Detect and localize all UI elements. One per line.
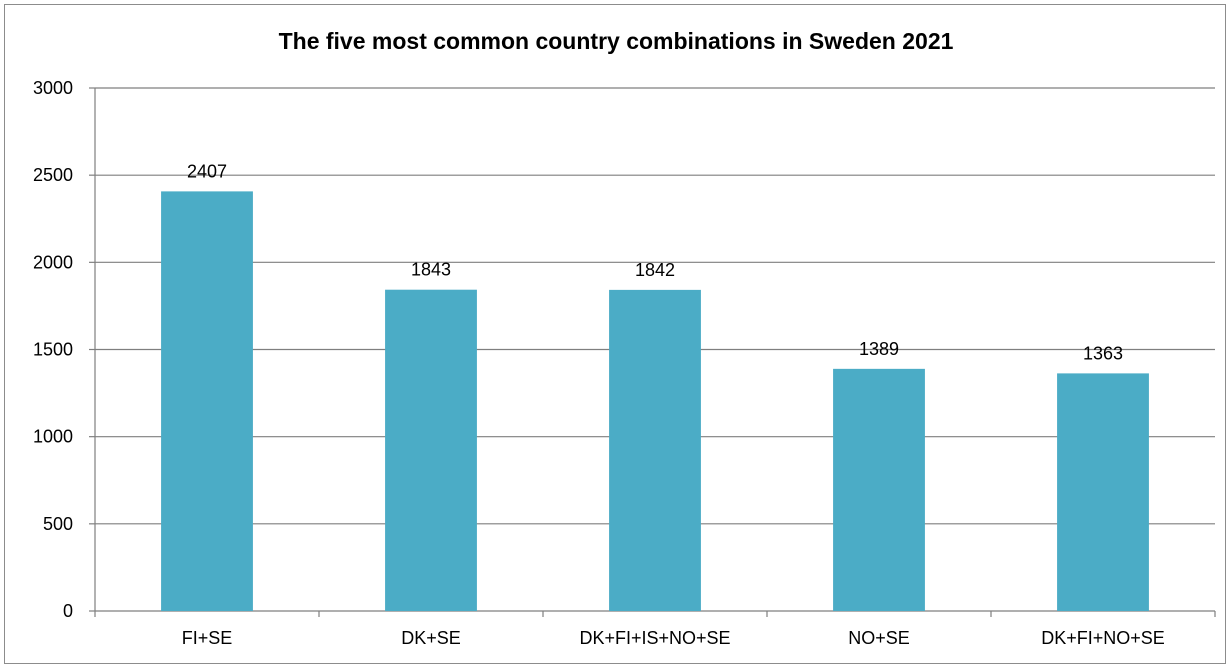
y-tick-label: 3000	[33, 78, 73, 98]
x-tick-label: FI+SE	[182, 628, 233, 648]
x-tick-label: DK+SE	[401, 628, 461, 648]
y-tick-label: 0	[63, 601, 73, 621]
y-tick-label: 500	[43, 514, 73, 534]
bar-value-label: 1389	[859, 339, 899, 359]
bar	[1057, 373, 1149, 611]
y-axis-ticks: 0 500 1000 1500 2000 2500 3000	[33, 78, 73, 621]
bar-value-label: 1843	[411, 260, 451, 280]
bar-value-label: 1842	[635, 260, 675, 280]
chart-frame: The five most common country combination…	[4, 4, 1226, 664]
x-tick-label: NO+SE	[848, 628, 910, 648]
bar	[609, 289, 701, 611]
y-tick-label: 2500	[33, 165, 73, 185]
bar	[833, 368, 925, 611]
bar-value-label: 1363	[1083, 343, 1123, 363]
x-tick-label: DK+FI+IS+NO+SE	[579, 628, 730, 648]
y-tick-label: 1000	[33, 427, 73, 447]
bar	[385, 289, 477, 611]
x-tick-label: DK+FI+NO+SE	[1041, 628, 1165, 648]
bar-chart: The five most common country combination…	[33, 28, 1216, 648]
x-axis-ticks: FI+SE DK+SE DK+FI+IS+NO+SE NO+SE DK+FI+NO+SE	[182, 628, 1165, 648]
y-tick-label: 1500	[33, 340, 73, 360]
chart-title: The five most common country combination…	[279, 28, 954, 54]
y-tick-label: 2000	[33, 252, 73, 272]
bar	[161, 191, 253, 611]
data-labels: 2407 1843 1842 1389 1363	[187, 161, 1123, 363]
bar-value-label: 2407	[187, 161, 227, 181]
bars	[161, 191, 1149, 611]
